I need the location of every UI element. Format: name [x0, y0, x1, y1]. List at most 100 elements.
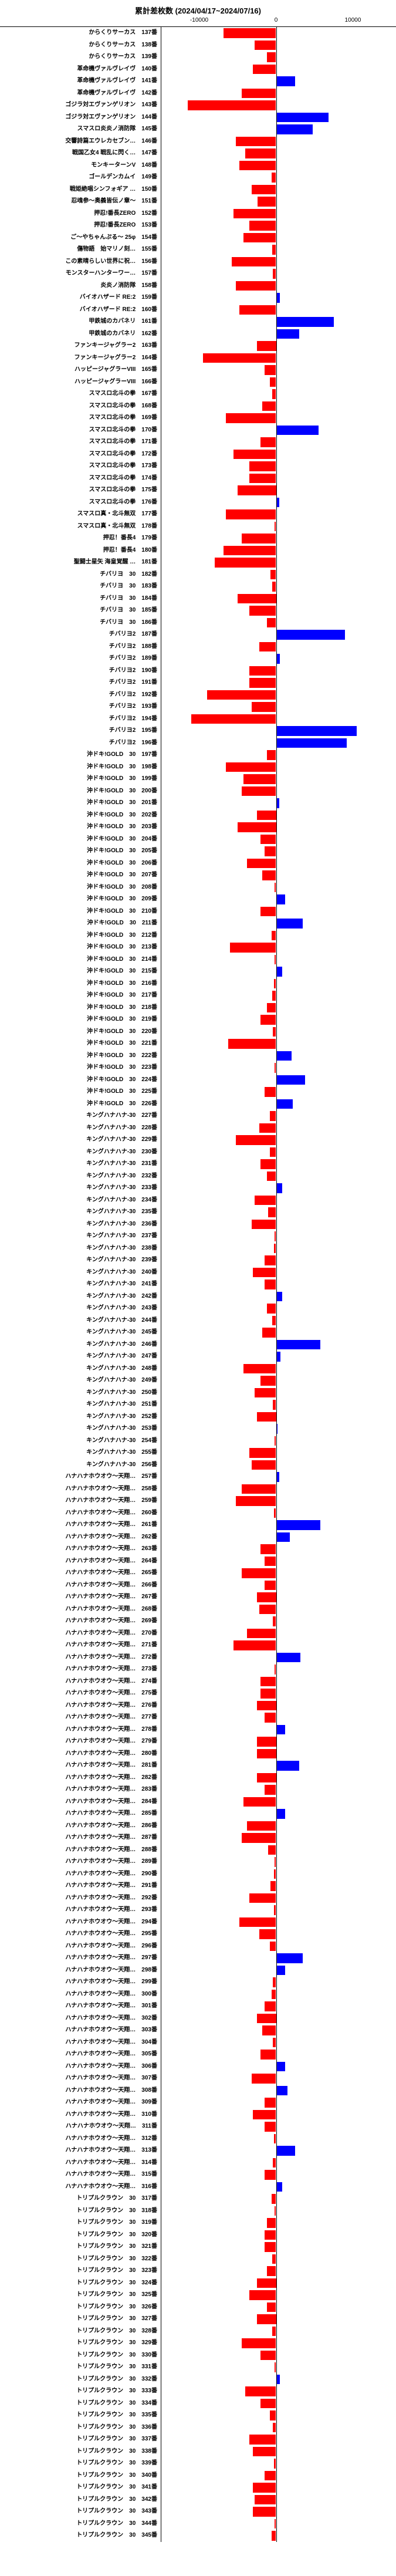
bar-area: [161, 1387, 391, 1399]
bar-area: [161, 1880, 391, 1892]
row-label: ハッピージャグラーVIII 165番: [0, 364, 160, 376]
chart-row: スマスロ北斗の拳 176番: [0, 497, 396, 509]
bar-area: [161, 1988, 391, 2001]
chart-row: ハナハナホウオウ～天翔… 258番: [0, 1483, 396, 1495]
bar: [270, 1147, 276, 1157]
row-label: ハナハナホウオウ～天翔… 294番: [0, 1916, 160, 1929]
row-label: ご～やちゃんぷる～ 25φ 154番: [0, 232, 160, 244]
row-label: モンスターハンターワー… 157番: [0, 268, 160, 280]
row-label: トリプルクラウン 30 326番: [0, 2301, 160, 2314]
zero-line: [276, 2048, 277, 2061]
bar-area: [161, 2385, 391, 2398]
row-label: ハナハナホウオウ～天翔… 269番: [0, 1615, 160, 1628]
zero-line: [276, 2301, 277, 2314]
bar-area: [161, 256, 391, 268]
zero-line: [276, 2506, 277, 2518]
chart-row: 沖ドキ!GOLD 30 203番: [0, 821, 396, 833]
zero-line: [276, 2181, 277, 2193]
bar-area: [161, 2470, 391, 2482]
chart-row: ハナハナホウオウ～天翔… 279番: [0, 1736, 396, 1748]
row-label: 交響詩篇エウレカセブン… 146番: [0, 136, 160, 148]
x-tick-label: 10000: [345, 17, 361, 23]
bar: [242, 1484, 276, 1494]
zero-line: [276, 2385, 277, 2398]
bar-area: [161, 147, 391, 160]
bar: [272, 991, 276, 1001]
chart-row: ハナハナホウオウ～天翔… 308番: [0, 2085, 396, 2097]
zero-line: [276, 160, 277, 172]
zero-line: [276, 725, 277, 737]
zero-line: [276, 1748, 277, 1760]
row-label: キングハナハナ-30 234番: [0, 1194, 160, 1207]
zero-line: [276, 917, 277, 930]
bar: [272, 582, 276, 592]
row-label: チバリヨ2 192番: [0, 689, 160, 701]
chart-row: キングハナハナ-30 237番: [0, 1230, 396, 1243]
row-label: トリプルクラウン 30 321番: [0, 2241, 160, 2253]
row-label: 沖ドキ!GOLD 30 214番: [0, 954, 160, 966]
chart-row: 沖ドキ!GOLD 30 197番: [0, 749, 396, 761]
bar: [260, 437, 276, 447]
chart-row: バイオハザード RE:2 159番: [0, 292, 396, 304]
bar: [276, 1520, 321, 1530]
row-label: トリプルクラウン 30 331番: [0, 2361, 160, 2374]
chart-row: キングハナハナ-30 227番: [0, 1110, 396, 1122]
chart-row: キングハナハナ-30 256番: [0, 1459, 396, 1471]
chart-row: トリプルクラウン 30 343番: [0, 2506, 396, 2518]
chart-row: 交響詩篇エウレカセブン… 146番: [0, 136, 396, 148]
bar: [272, 2327, 276, 2337]
zero-line: [276, 1988, 277, 2001]
cumulative-diff-chart: 累計差枚数 (2024/04/17~2024/07/16) -100000100…: [0, 0, 396, 2542]
row-label: チバリヨ2 196番: [0, 737, 160, 749]
chart-row: トリプルクラウン 30 327番: [0, 2313, 396, 2325]
bar: [257, 341, 276, 351]
chart-row: ハナハナホウオウ～天翔… 293番: [0, 1904, 396, 1916]
row-label: ハナハナホウオウ～天翔… 273番: [0, 1663, 160, 1676]
bar-area: [161, 2301, 391, 2314]
bar-area: [161, 906, 391, 918]
chart-row: ハナハナホウオウ～天翔… 300番: [0, 1988, 396, 2001]
chart-row: ファンキージャグラー2 163番: [0, 340, 396, 352]
zero-line: [276, 220, 277, 232]
chart-row: ハナハナホウオウ～天翔… 259番: [0, 1495, 396, 1507]
row-label: 沖ドキ!GOLD 30 206番: [0, 857, 160, 870]
bar-area: [161, 845, 391, 857]
zero-line: [276, 2037, 277, 2049]
chart-row: 押忍！番長4 179番: [0, 532, 396, 545]
chart-row: トリプルクラウン 30 340番: [0, 2470, 396, 2482]
bar: [276, 124, 313, 134]
chart-row: 沖ドキ!GOLD 30 205番: [0, 845, 396, 857]
zero-line: [276, 2157, 277, 2169]
row-label: キングハナハナ-30 232番: [0, 1170, 160, 1183]
zero-line: [276, 1363, 277, 1375]
row-label: キングハナハナ-30 238番: [0, 1243, 160, 1255]
bar-area: [161, 1579, 391, 1592]
bar-area: [161, 809, 391, 822]
bar-area: [161, 497, 391, 509]
chart-row: 沖ドキ!GOLD 30 216番: [0, 978, 396, 990]
bar: [272, 245, 276, 255]
row-label: ファンキージャグラー2 163番: [0, 340, 160, 352]
bar-area: [161, 1002, 391, 1014]
zero-line: [276, 39, 277, 52]
chart-row: スマスロ真・北斗無双 177番: [0, 508, 396, 521]
bar-area: [161, 737, 391, 749]
zero-line: [276, 1194, 277, 1207]
row-label: チバリヨ 30 185番: [0, 605, 160, 617]
zero-line: [276, 1122, 277, 1135]
bar-area: [161, 1026, 391, 1038]
row-label: スマスロ北斗の拳 171番: [0, 436, 160, 448]
row-label: 押忍!番長ZERO 152番: [0, 208, 160, 220]
bar-area: [161, 2061, 391, 2073]
row-label: チバリヨ2 188番: [0, 641, 160, 653]
chart-row: トリプルクラウン 30 338番: [0, 2446, 396, 2458]
zero-line: [276, 1700, 277, 1712]
row-label: ハナハナホウオウ～天翔… 268番: [0, 1603, 160, 1616]
bar-area: [161, 1892, 391, 1905]
zero-line: [276, 1086, 277, 1098]
chart-row: スマスロ北斗の拳 175番: [0, 484, 396, 497]
chart-row: チバリヨ2 194番: [0, 713, 396, 725]
chart-row: ハナハナホウオウ～天翔… 290番: [0, 1868, 396, 1880]
bar-area: [161, 304, 391, 316]
bar: [260, 2399, 276, 2409]
